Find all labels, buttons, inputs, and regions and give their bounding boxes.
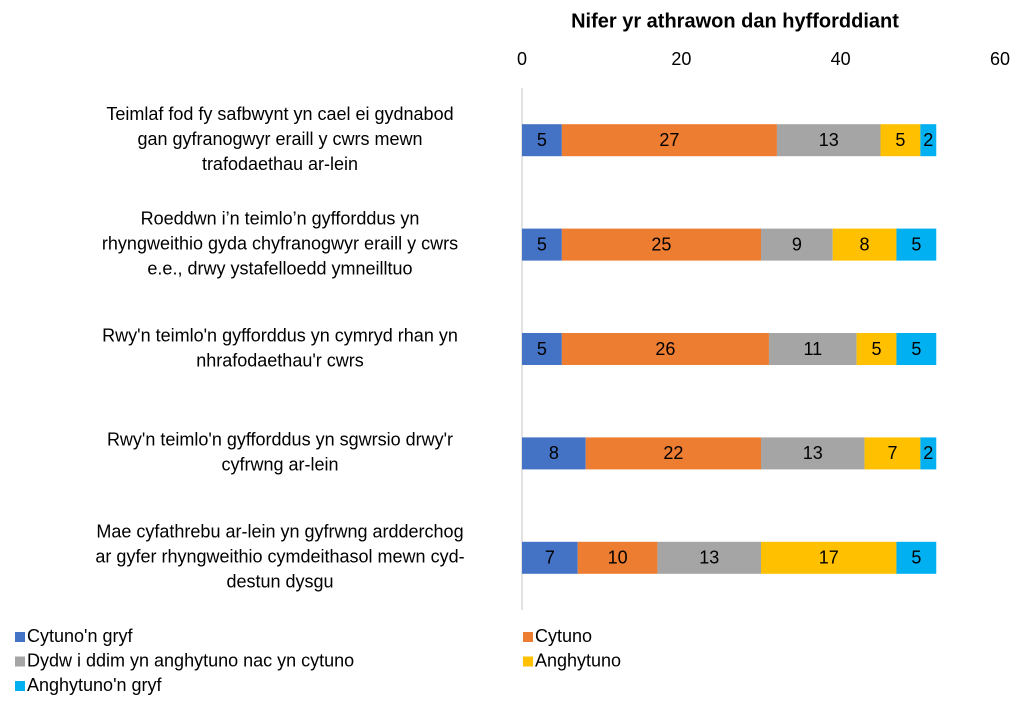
legend-label: Cytuno: [535, 626, 592, 646]
value-label: 2: [923, 443, 933, 463]
value-label: 5: [911, 548, 921, 568]
bar-segment: [920, 437, 937, 470]
x-tick-label: 60: [990, 49, 1010, 69]
value-label: 8: [860, 234, 870, 254]
value-label: 5: [537, 130, 547, 150]
legend-label: Anghytuno: [535, 650, 621, 670]
legend-label: Anghytuno'n gryf: [27, 675, 163, 695]
bar-segment: [577, 541, 658, 574]
bar-segment: [522, 541, 578, 574]
value-label: 2: [923, 130, 933, 150]
value-label: 10: [608, 548, 628, 568]
value-label: 5: [911, 234, 921, 254]
x-tick-label: 40: [831, 49, 851, 69]
bar-segment: [856, 333, 897, 365]
value-label: 5: [537, 234, 547, 254]
value-label: 8: [549, 443, 559, 463]
bar-segment: [522, 124, 562, 157]
category-label: Rwy'n teimlo'n gyfforddus yn sgwrsio drw…: [107, 430, 453, 450]
value-label: 11: [803, 339, 822, 359]
bar-segment: [561, 333, 769, 365]
bar-segment: [761, 228, 833, 261]
bar-segment: [896, 228, 937, 261]
category-label: Teimlaf fod fy safbwynt yn cael ei gydna…: [106, 104, 453, 124]
value-label: 17: [819, 548, 839, 568]
bar-segment: [561, 228, 761, 261]
legend-label: Cytuno'n gryf: [27, 626, 133, 646]
value-label: 7: [887, 443, 897, 463]
value-label: 5: [537, 339, 547, 359]
legend-label: Dydw i ddim yn anghytuno nac yn cytuno: [27, 650, 354, 670]
bar-segment: [585, 437, 761, 470]
x-tick-label: 0: [517, 49, 527, 69]
bar-segment: [832, 228, 897, 261]
value-label: 9: [792, 234, 802, 254]
bar-segment: [761, 541, 897, 574]
category-label: nhrafodaethau'r cwrs: [196, 350, 364, 370]
value-label: 27: [659, 130, 679, 150]
bar-segment: [761, 437, 865, 470]
value-label: 13: [803, 443, 823, 463]
bar-segment: [522, 228, 562, 261]
bar-segment: [522, 333, 562, 365]
legend-swatch: [15, 632, 25, 642]
value-label: 22: [663, 443, 683, 463]
legend-swatch: [15, 656, 25, 667]
category-label: Roeddwn i’n teimlo’n gyfforddus yn: [141, 208, 420, 228]
category-label: gan gyfranogwyr eraill y cwrs mewn: [137, 129, 422, 149]
value-label: 25: [651, 234, 671, 254]
value-label: 7: [545, 548, 555, 568]
bar-segment: [896, 333, 937, 365]
value-label: 26: [655, 339, 675, 359]
category-label: destun dysgu: [226, 572, 333, 592]
bar-segment: [657, 541, 761, 574]
category-label: ar gyfer rhyngweithio cymdeithasol mewn …: [95, 547, 464, 567]
value-label: 5: [872, 339, 882, 359]
bar-segment: [880, 124, 921, 157]
bar-segment: [920, 124, 937, 157]
category-label: Mae cyfathrebu ar-lein yn gyfrwng ardder…: [96, 522, 463, 542]
bar-segment: [561, 124, 777, 157]
value-label: 5: [895, 130, 905, 150]
value-label: 5: [911, 339, 921, 359]
legend-swatch: [15, 681, 25, 691]
category-label: rhyngweithio gyda chyfranogwyr eraill y …: [102, 233, 458, 253]
bar-segment: [522, 437, 586, 470]
x-tick-label: 20: [671, 49, 691, 69]
legend-swatch: [523, 632, 533, 642]
axis-title: Nifer yr athrawon dan hyfforddiant: [571, 10, 899, 32]
bar-segment: [864, 437, 921, 470]
value-label: 13: [819, 130, 839, 150]
legend-swatch: [523, 656, 533, 667]
bar-segment: [896, 541, 937, 574]
value-label: 13: [699, 548, 719, 568]
bar-segment: [776, 124, 881, 157]
category-label: e.e., drwy ystafelloedd ymneilltuo: [147, 258, 412, 278]
category-label: cyfrwng ar-lein: [221, 455, 338, 475]
category-label: Rwy'n teimlo'n gyfforddus yn cymryd rhan…: [102, 325, 458, 345]
bar-segment: [768, 333, 857, 365]
category-label: trafodaethau ar-lein: [202, 154, 358, 174]
